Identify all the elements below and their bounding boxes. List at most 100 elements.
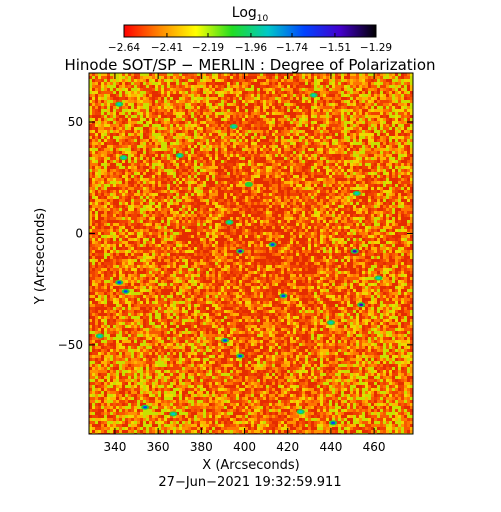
heatmap-cell: [389, 106, 392, 109]
heatmap-cell: [203, 82, 206, 85]
heatmap-cell: [284, 154, 287, 157]
heatmap-cell: [248, 94, 251, 97]
heatmap-cell: [161, 112, 164, 115]
heatmap-cell: [383, 100, 386, 103]
heatmap-cell: [368, 133, 371, 136]
heatmap-cell: [230, 136, 233, 139]
heatmap-cell: [200, 109, 203, 112]
heatmap-cell: [221, 118, 224, 121]
heatmap-cell: [338, 163, 341, 166]
heatmap-cell: [287, 190, 290, 193]
heatmap-cell: [155, 181, 158, 184]
heatmap-cell: [293, 166, 296, 169]
heatmap-cell: [179, 196, 182, 199]
heatmap-cell: [221, 142, 224, 145]
heatmap-cell: [275, 115, 278, 118]
heatmap-cell: [194, 130, 197, 133]
heatmap-cell: [194, 106, 197, 109]
heatmap-cell: [269, 73, 272, 76]
heatmap-cell: [185, 112, 188, 115]
heatmap-cell: [392, 94, 395, 97]
heatmap-cell: [305, 154, 308, 157]
heatmap-cell: [245, 139, 248, 142]
heatmap-cell: [176, 205, 179, 208]
heatmap-cell: [380, 148, 383, 151]
heatmap-cell: [137, 193, 140, 196]
heatmap-cell: [194, 115, 197, 118]
heatmap-cell: [371, 157, 374, 160]
heatmap-cell: [272, 163, 275, 166]
heatmap-cell: [146, 112, 149, 115]
heatmap-cell: [263, 103, 266, 106]
heatmap-cell: [305, 199, 308, 202]
heatmap-cell: [308, 172, 311, 175]
heatmap-cell: [326, 175, 329, 178]
heatmap-cell: [152, 166, 155, 169]
heatmap-cell: [134, 166, 137, 169]
heatmap-cell: [137, 139, 140, 142]
heatmap-cell: [98, 85, 101, 88]
heatmap-cell: [101, 130, 104, 133]
heatmap-cell: [206, 196, 209, 199]
heatmap-cell: [296, 103, 299, 106]
heatmap-cell: [143, 169, 146, 172]
heatmap-cell: [353, 157, 356, 160]
heatmap-cell: [119, 178, 122, 181]
heatmap-cell: [290, 118, 293, 121]
heatmap-cell: [392, 85, 395, 88]
heatmap-cell: [242, 106, 245, 109]
heatmap-cell: [194, 76, 197, 79]
heatmap-cell: [179, 100, 182, 103]
heatmap-cell: [332, 142, 335, 145]
heatmap-cell: [263, 148, 266, 151]
heatmap-cell: [197, 208, 200, 211]
heatmap-cell: [350, 145, 353, 148]
heatmap-cell: [320, 151, 323, 154]
heatmap-cell: [200, 187, 203, 190]
heatmap-cell: [344, 205, 347, 208]
heatmap-cell: [167, 76, 170, 79]
heatmap-cell: [365, 118, 368, 121]
heatmap-cell: [218, 121, 221, 124]
heatmap-cell: [131, 118, 134, 121]
heatmap-cell: [122, 121, 125, 124]
heatmap-cell: [167, 169, 170, 172]
heatmap-cell: [143, 142, 146, 145]
heatmap-cell: [185, 133, 188, 136]
heatmap-cell: [314, 133, 317, 136]
heatmap-cell: [224, 148, 227, 151]
heatmap-cell: [98, 112, 101, 115]
heatmap-cell: [188, 121, 191, 124]
heatmap-cell: [230, 175, 233, 178]
heatmap-cell: [266, 82, 269, 85]
heatmap-cell: [353, 121, 356, 124]
heatmap-cell: [299, 205, 302, 208]
heatmap-cell: [218, 190, 221, 193]
heatmap-cell: [371, 181, 374, 184]
heatmap-cell: [344, 112, 347, 115]
heatmap-cell: [209, 79, 212, 82]
heatmap-cell: [389, 94, 392, 97]
heatmap-cell: [383, 184, 386, 187]
heatmap-cell: [98, 199, 101, 202]
heatmap-cell: [173, 133, 176, 136]
heatmap-cell: [221, 151, 224, 154]
heatmap-cell: [308, 163, 311, 166]
heatmap-cell: [275, 145, 278, 148]
heatmap-cell: [122, 82, 125, 85]
heatmap-cell: [122, 136, 125, 139]
heatmap-cell: [320, 199, 323, 202]
heatmap-cell: [401, 190, 404, 193]
heatmap-cell: [221, 148, 224, 151]
heatmap-cell: [257, 97, 260, 100]
heatmap-cell: [194, 187, 197, 190]
heatmap-cell: [155, 109, 158, 112]
heatmap-cell: [149, 139, 152, 142]
heatmap-cell: [206, 130, 209, 133]
heatmap-cell: [407, 133, 410, 136]
heatmap-cell: [323, 205, 326, 208]
heatmap-cell: [269, 172, 272, 175]
heatmap-cell: [203, 193, 206, 196]
heatmap-cell: [299, 73, 302, 76]
heatmap-cell: [395, 112, 398, 115]
